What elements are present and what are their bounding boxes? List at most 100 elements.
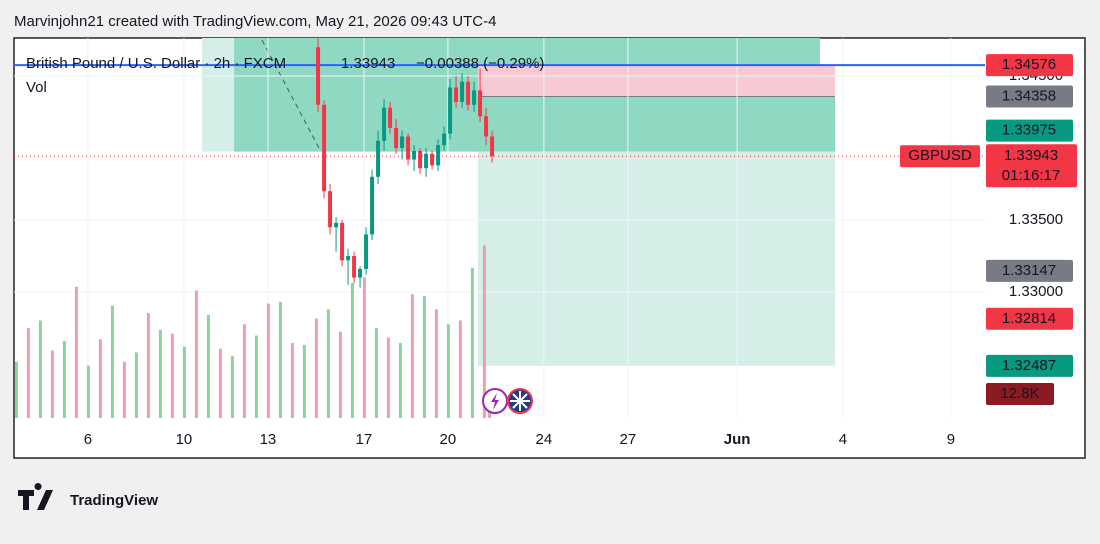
candle-body: [442, 133, 447, 146]
volume-bar: [422, 296, 426, 418]
last-price: 1.33943: [341, 55, 395, 72]
candle-body: [490, 136, 495, 157]
price-change: −0.00388 (−0.29%): [416, 55, 544, 72]
volume-bar: [230, 356, 234, 418]
volume-bar: [314, 318, 318, 418]
last-price-box: [986, 144, 1077, 188]
price-label-box: [986, 259, 1073, 282]
price-label: 1.34358: [1002, 87, 1056, 104]
candle-body: [376, 140, 381, 177]
volume-bar: [410, 294, 414, 418]
x-tick-label: 9: [947, 431, 955, 448]
volume-bar: [74, 286, 78, 418]
volume-bar: [194, 290, 198, 418]
candle-body: [436, 145, 441, 166]
price-label-box: [986, 119, 1073, 142]
volume-bar: [398, 343, 402, 418]
candle-body: [400, 136, 405, 149]
candle-body: [358, 268, 363, 278]
volume-bar: [170, 333, 174, 418]
volume-bar: [122, 361, 126, 418]
candle-body: [478, 90, 483, 117]
position-zone: [477, 65, 836, 97]
volume-bar: [326, 309, 330, 418]
price-label-box: [986, 307, 1073, 330]
candle-body: [472, 90, 477, 105]
candle-body: [382, 107, 387, 141]
x-tick-label: 13: [260, 431, 277, 448]
volume-bar: [86, 365, 90, 418]
price-label: 1.34576: [1002, 56, 1056, 73]
event-icon: [491, 393, 499, 410]
countdown: 01:16:17: [1002, 167, 1060, 184]
candle-body: [460, 81, 465, 102]
volume-bar: [290, 343, 294, 418]
volume-bar: [218, 348, 222, 418]
x-tick-label: Jun: [724, 431, 751, 448]
volume-bar: [458, 320, 462, 418]
volume-bar: [62, 341, 66, 418]
volume-bar: [434, 309, 438, 418]
y-tick-label: 1.33500: [1009, 211, 1063, 228]
volume-bar: [254, 335, 258, 418]
position-zone: [477, 96, 836, 152]
price-label-box: [986, 354, 1073, 377]
volume-bar: [38, 320, 42, 418]
candle-body: [430, 153, 435, 166]
candle-body: [448, 87, 453, 134]
x-tick-label: 17: [356, 431, 373, 448]
volume-bar: [386, 337, 390, 418]
symbol-title: British Pound / U.S. Dollar · 2h · FXCM: [26, 55, 286, 72]
volume-bar: [482, 245, 486, 418]
brand-logo: TradingView: [18, 483, 158, 510]
volume-bar: [110, 305, 114, 418]
candle-body: [418, 150, 423, 169]
volume-bar: [134, 352, 138, 418]
volume-label: 12.8K: [1000, 385, 1039, 402]
brand-name: TradingView: [70, 492, 158, 509]
plot-area: 1.330001.335001.345006101317202427Jun49B…: [14, 38, 1077, 448]
x-tick-label: 10: [176, 431, 193, 448]
volume-bar: [338, 331, 342, 418]
candle-body: [388, 107, 393, 128]
candle-body: [334, 222, 339, 228]
candle-body: [316, 47, 321, 105]
price-label: 1.32487: [1002, 357, 1056, 374]
event-icon: [510, 391, 530, 411]
volume-bar: [206, 314, 210, 418]
candle-body: [466, 81, 471, 105]
candle-body: [394, 127, 399, 149]
candle-body: [370, 176, 375, 235]
volume-bar: [98, 339, 102, 418]
candle-body: [406, 136, 411, 160]
y-tick-label: 1.33000: [1009, 283, 1063, 300]
symbol-label: GBPUSD: [908, 147, 972, 164]
candle-body: [322, 104, 327, 192]
price-label: 1.33975: [1002, 122, 1056, 139]
trend-arrow: [261, 39, 321, 151]
volume-bar: [374, 328, 378, 418]
volume-label-box: [986, 383, 1054, 406]
position-zone: [477, 151, 836, 366]
candle-body: [328, 191, 333, 228]
volume-bar: [446, 324, 450, 418]
price-label-box: [986, 85, 1073, 108]
candle-body: [346, 256, 351, 261]
volume-bar: [278, 301, 282, 418]
candle-body: [364, 234, 369, 269]
x-tick-label: 27: [620, 431, 637, 448]
volume-bar: [242, 324, 246, 418]
price-label-box: [986, 54, 1073, 77]
volume-bar: [362, 277, 366, 418]
attribution: Marvinjohn21 created with TradingView.co…: [14, 13, 496, 30]
price-label: 1.32814: [1002, 310, 1056, 327]
volume-bar: [26, 328, 30, 418]
candle-body: [340, 222, 345, 261]
symbol-box: [900, 145, 980, 168]
volume-bar: [182, 346, 186, 418]
volume-bar: [158, 329, 162, 418]
x-tick-label: 6: [84, 431, 92, 448]
volume-title: Vol: [26, 79, 47, 96]
